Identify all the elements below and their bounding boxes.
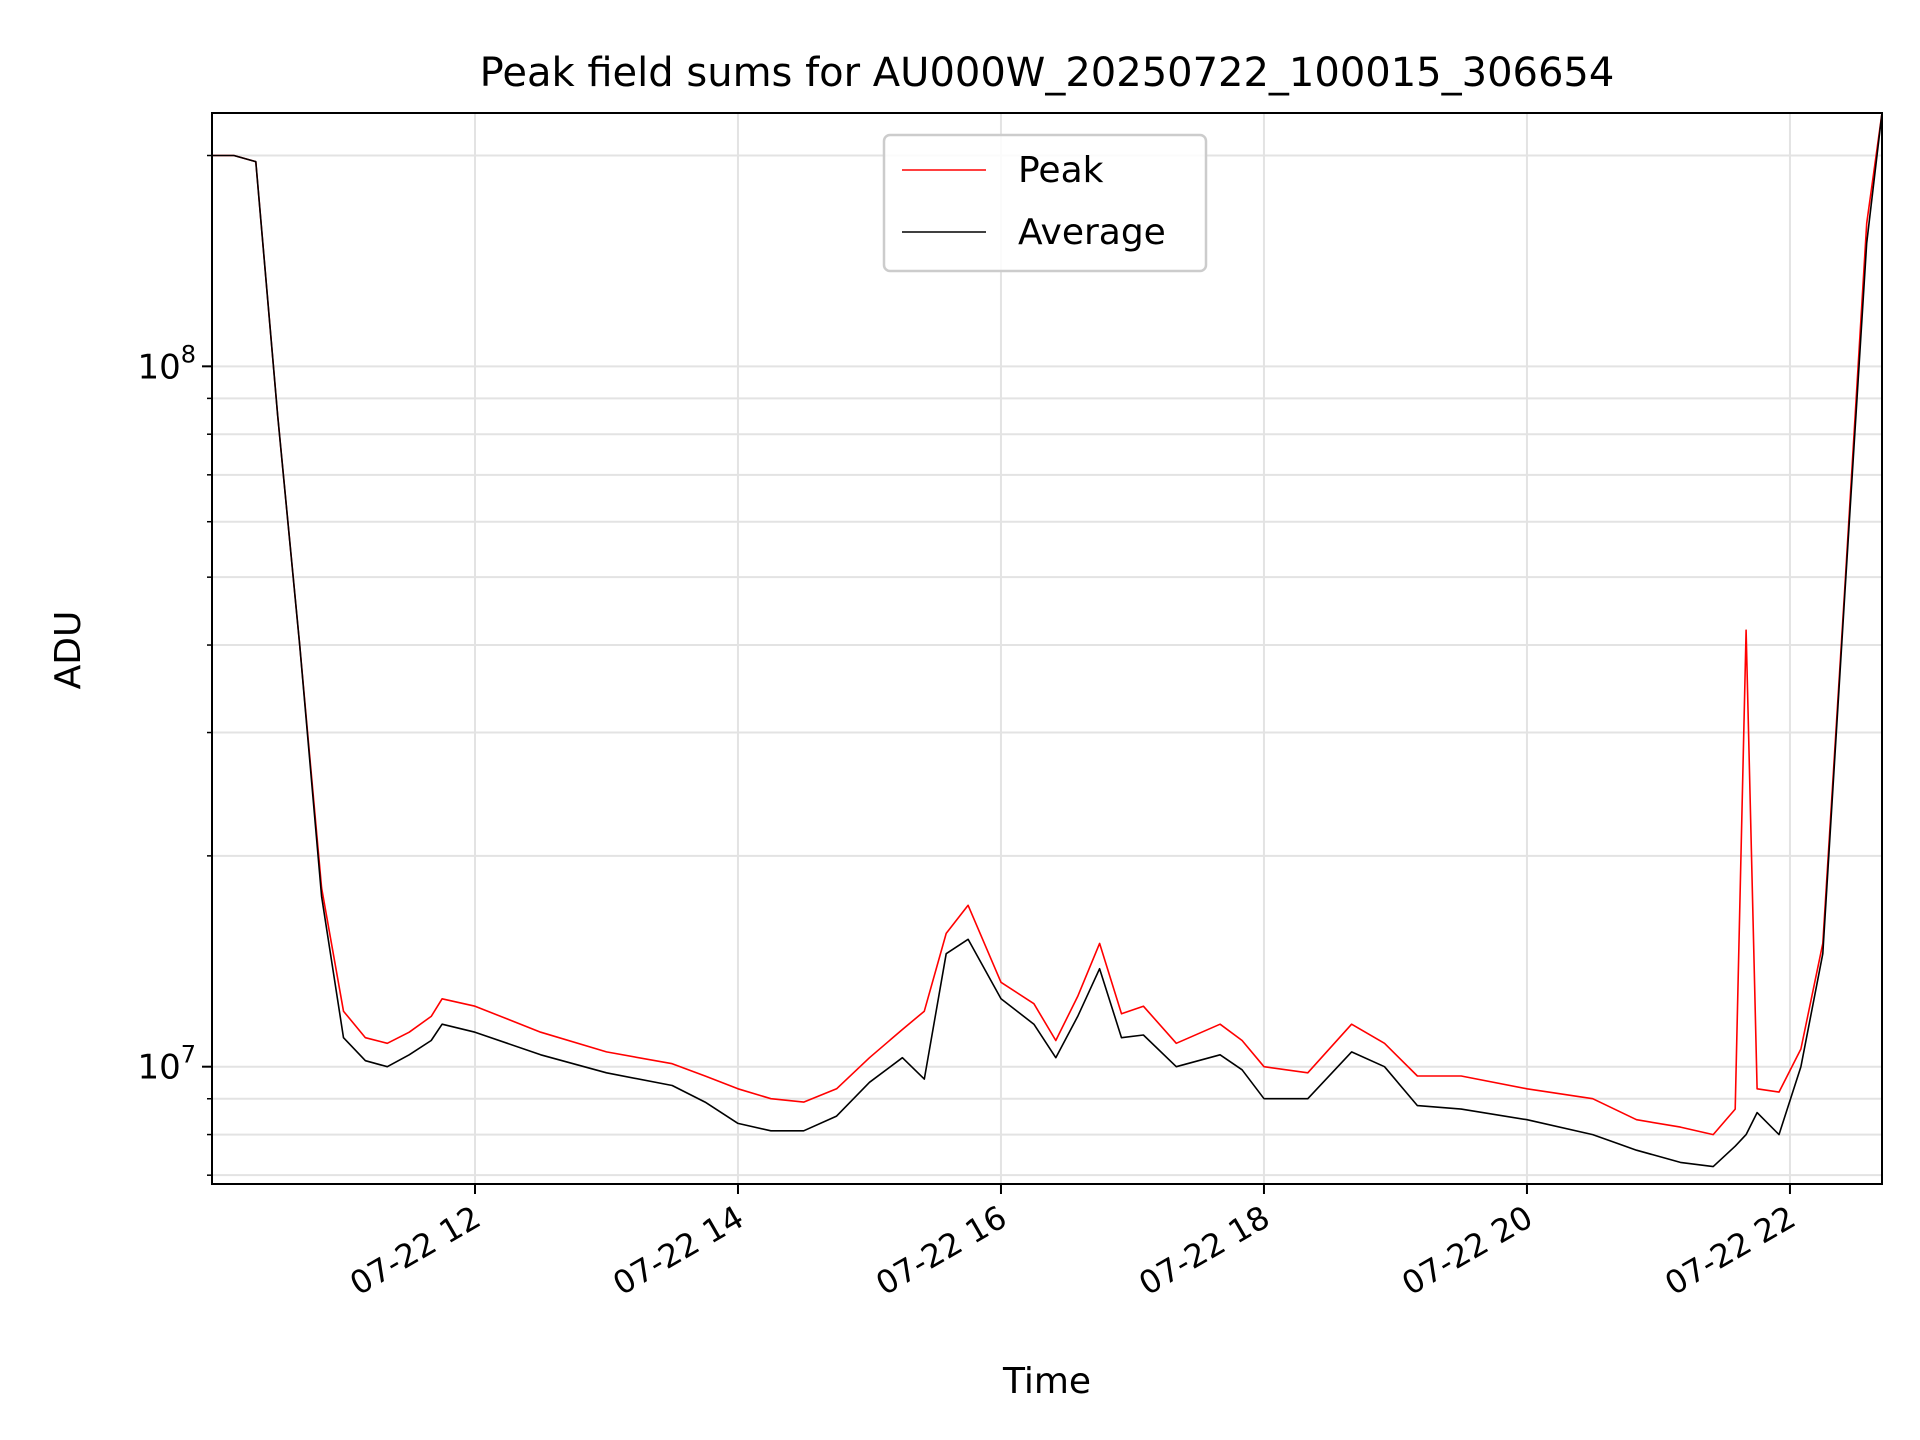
series-line-peak	[212, 112, 1883, 1136]
legend: Peak Average	[882, 133, 1208, 273]
y-axis-label: ADU	[48, 611, 89, 690]
legend-label-average: Average	[1018, 212, 1166, 253]
grid	[212, 113, 1882, 1184]
y-tick-label: 107	[137, 1041, 196, 1088]
chart-title: Peak field sums for AU000W_20250722_1000…	[480, 50, 1615, 96]
legend-label-peak: Peak	[1018, 150, 1104, 191]
series-group	[212, 112, 1883, 1168]
y-tick-label: 108	[137, 340, 196, 387]
plot-frame	[211, 112, 1883, 1185]
series-line-average	[212, 112, 1883, 1168]
x-axis-label: Time	[1002, 1361, 1091, 1402]
legend-box	[882, 133, 1208, 273]
